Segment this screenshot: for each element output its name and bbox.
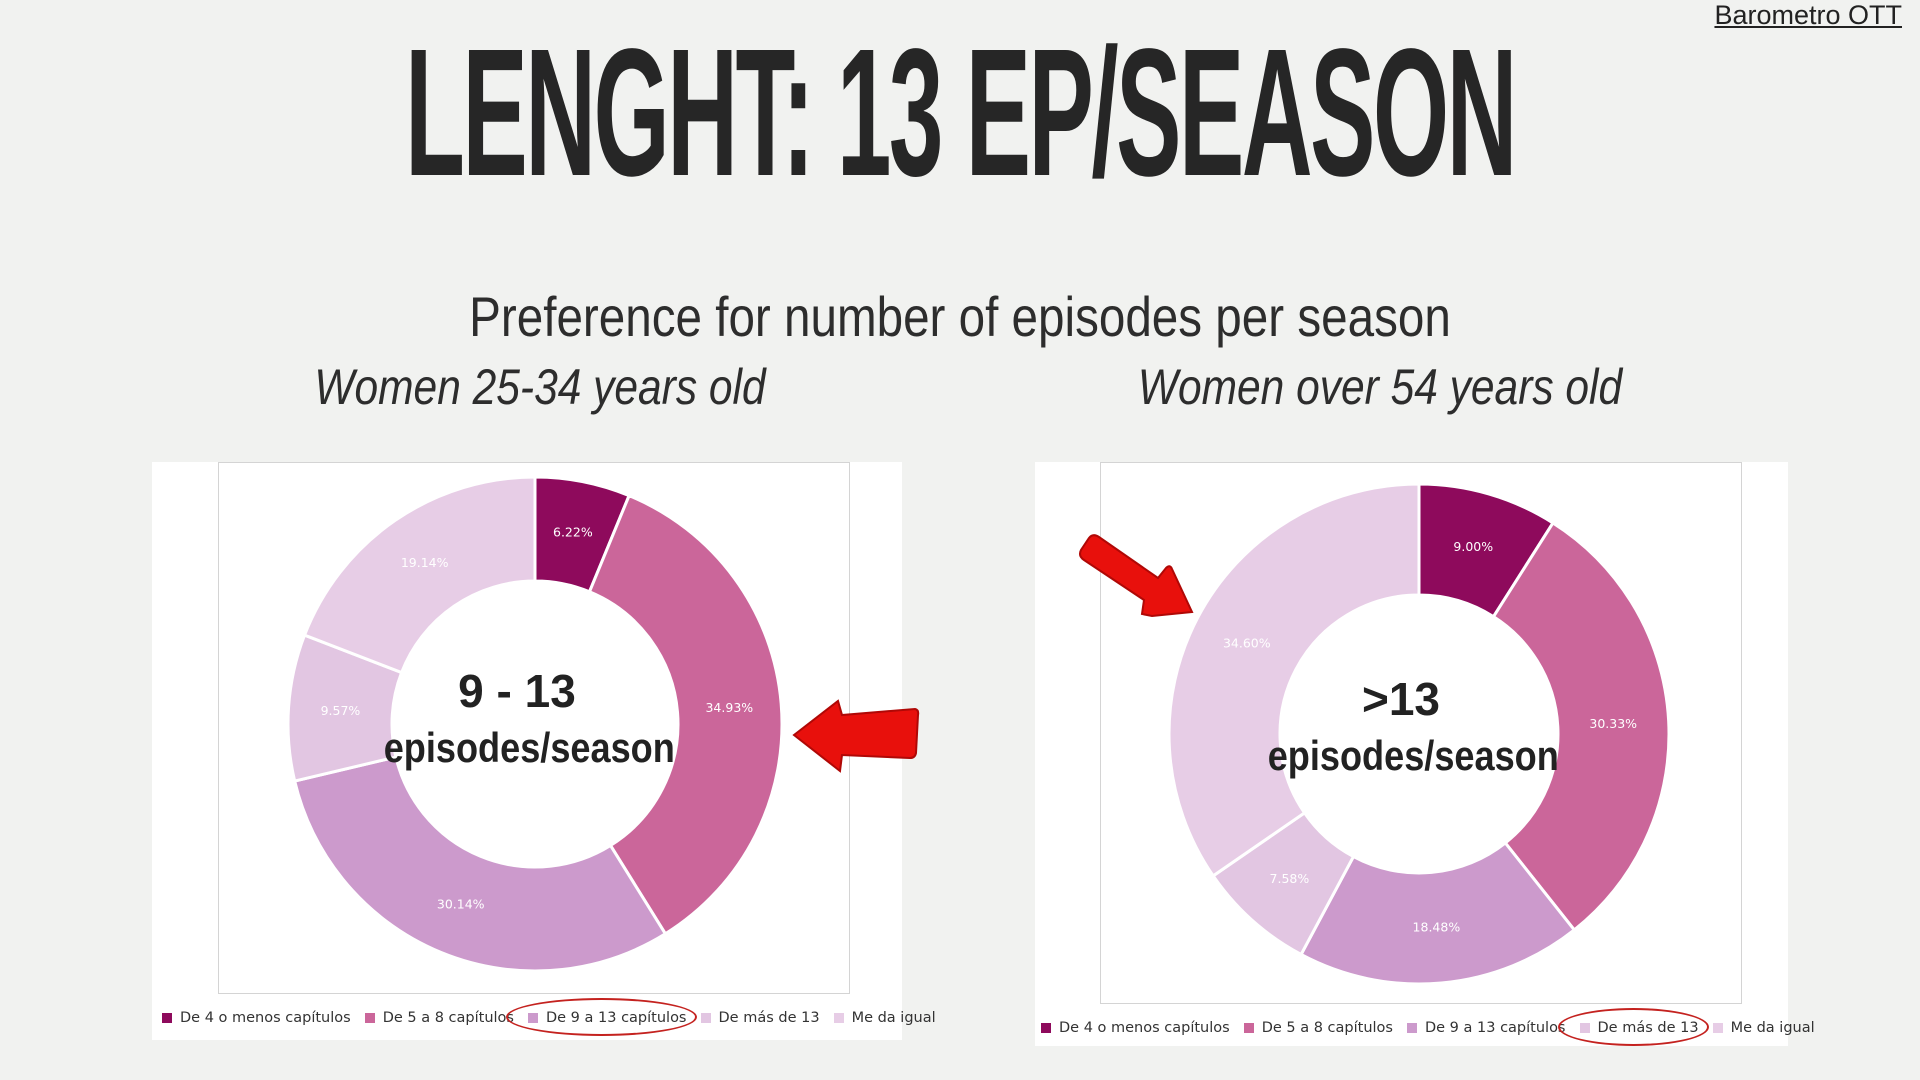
left-legend-item-1: De 4 o menos capítulos <box>162 1010 351 1026</box>
right-legend-swatch-1 <box>1041 1023 1051 1033</box>
left-donut-slice-5 <box>302 475 537 675</box>
right-donut-chart: 9.00% 30.33% 18.48% 7.58% 34.60% <box>1167 482 1671 986</box>
right-legend-swatch-5 <box>1712 1023 1723 1033</box>
left-legend-swatch-3 <box>527 1013 538 1023</box>
page-title: LENGHT: 13 EP/SEASON <box>405 11 1517 215</box>
left-chart-title: Women 25-34 years old <box>314 359 766 415</box>
right-legend-label-3: De 9 a 13 capítulos <box>1424 1020 1566 1036</box>
left-donut-slice-2 <box>587 493 784 936</box>
right-legend-swatch-3 <box>1406 1023 1417 1033</box>
right-legend-item-4: De más de 13 <box>1557 1008 1709 1046</box>
right-legend-item-5: Me da igual <box>1712 1020 1815 1036</box>
left-chart-panel: 6.22% 34.93% 30.14% 9.57% 19.14% 9 - 13 epis… <box>152 462 936 1040</box>
left-legend-label-2: De 5 a 8 capítulos <box>382 1010 514 1026</box>
left-center-label: 9 - 13 episodes/season <box>362 662 675 776</box>
right-legend-label-5: Me da igual <box>1730 1020 1815 1036</box>
left-legend-label-3: De 9 a 13 capítulos <box>545 1010 687 1026</box>
left-legend-swatch-1 <box>162 1013 172 1023</box>
left-slice-label-3: 30.14% <box>437 896 485 911</box>
left-legend-swatch-5 <box>833 1013 844 1023</box>
right-donut-slice-5 <box>1167 482 1421 878</box>
right-slice-label-3: 18.48% <box>1413 920 1461 935</box>
right-legend-swatch-2 <box>1243 1023 1254 1033</box>
left-legend: De 4 o menos capítulos De 5 a 8 capítulos… <box>162 998 950 1036</box>
left-slice-label-1: 6.22% <box>553 525 593 540</box>
left-legend-item-5: Me da igual <box>833 1010 936 1026</box>
right-legend-swatch-4 <box>1579 1023 1590 1033</box>
right-legend-label-2: De 5 a 8 capítulos <box>1261 1020 1393 1036</box>
right-legend-item-3: De 9 a 13 capítulos <box>1406 1020 1566 1036</box>
right-center-label: >13 episodes/season <box>1246 670 1559 784</box>
left-legend-item-2: De 5 a 8 capítulos <box>364 1010 514 1026</box>
left-legend-swatch-4 <box>700 1013 711 1023</box>
right-slice-label-2: 30.33% <box>1589 716 1637 731</box>
left-legend-label-4: De más de 13 <box>718 1010 820 1026</box>
right-chart-title: Women over 54 years old <box>1137 359 1623 415</box>
left-legend-swatch-2 <box>364 1013 375 1023</box>
right-slice-label-4: 7.58% <box>1270 871 1310 886</box>
left-legend-label-1: De 4 o menos capítulos <box>180 1010 351 1026</box>
left-donut-chart: 6.22% 34.93% 30.14% 9.57% 19.14% <box>286 475 784 973</box>
right-donut-slice-2 <box>1491 520 1671 933</box>
source-link[interactable]: Barometro OTT <box>1714 0 1902 30</box>
right-chart-panel: 9.00% 30.33% 18.48% 7.58% 34.60% >13 episode… <box>1035 462 1815 1046</box>
left-legend-item-4: De más de 13 <box>700 1010 820 1026</box>
right-legend-label-4: De más de 13 <box>1597 1020 1699 1036</box>
left-slice-label-2: 34.93% <box>705 700 753 715</box>
left-legend-item-3: De 9 a 13 capítulos <box>506 998 696 1036</box>
left-center-label-line1: 9 - 13 <box>458 665 576 717</box>
red-arrow-left-icon <box>792 699 920 773</box>
left-donut-slice-3 <box>292 755 668 973</box>
right-center-label-line2: episodes/season <box>1267 732 1559 779</box>
right-slice-label-5: 34.60% <box>1223 636 1271 651</box>
right-legend-item-1: De 4 o menos capítulos <box>1041 1020 1230 1036</box>
left-legend-label-5: Me da igual <box>851 1010 936 1026</box>
left-slice-label-5: 19.14% <box>401 555 449 570</box>
red-arrow-down-right-icon <box>1079 534 1194 618</box>
right-donut-slice-3 <box>1299 840 1577 986</box>
right-slice-label-1: 9.00% <box>1453 539 1493 554</box>
right-legend-item-2: De 5 a 8 capítulos <box>1243 1020 1393 1036</box>
left-slice-label-4: 9.57% <box>321 703 361 718</box>
right-legend: De 4 o menos capítulos De 5 a 8 capítulos… <box>1041 1008 1829 1046</box>
chart-subtitle: Preference for number of episodes per se… <box>469 285 1451 348</box>
right-center-label-line1: >13 <box>1361 673 1441 725</box>
left-center-label-line2: episodes/season <box>383 724 675 771</box>
right-legend-label-1: De 4 o menos capítulos <box>1059 1020 1230 1036</box>
